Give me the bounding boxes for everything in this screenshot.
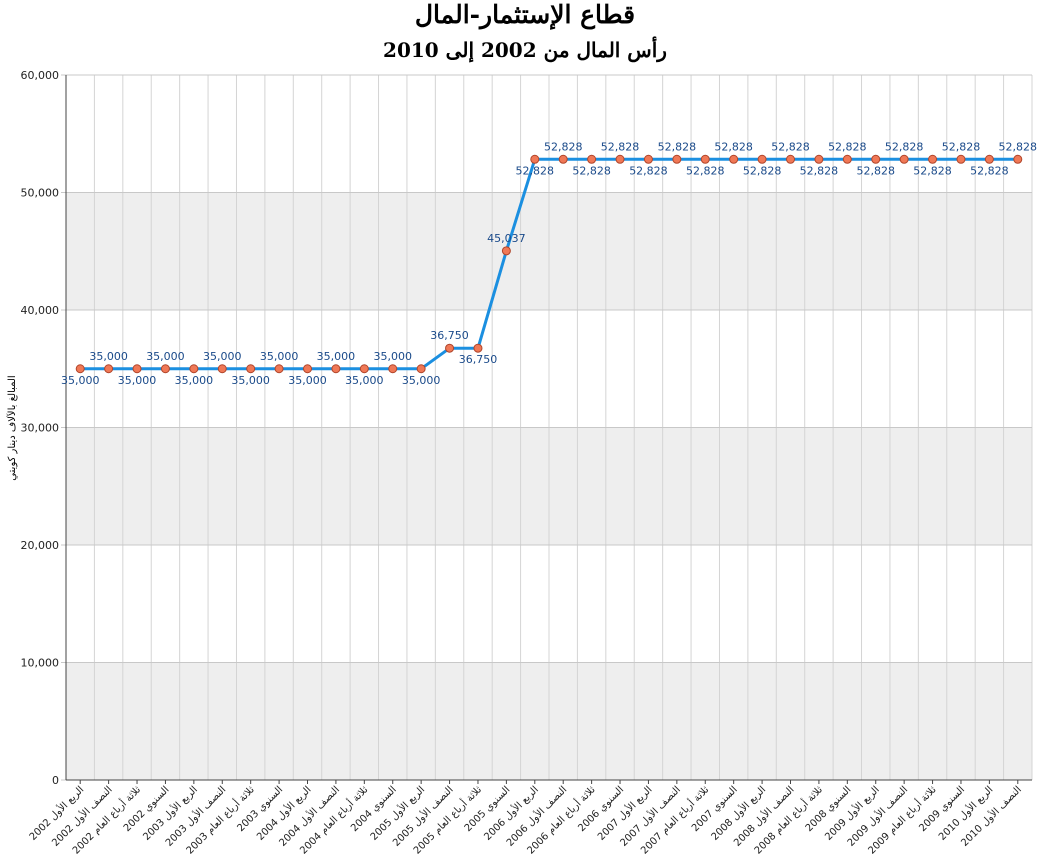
data-label: 52,828 — [913, 164, 952, 177]
data-point — [814, 154, 824, 164]
data-point — [786, 154, 795, 164]
data-point — [132, 364, 142, 374]
data-label: 36,750 — [459, 353, 498, 366]
axes — [65, 75, 1032, 784]
data-label: 52,828 — [828, 140, 867, 153]
data-point — [643, 154, 653, 164]
y-axis-label: المبالغ بالآلاف دينار كويتي — [6, 375, 18, 480]
data-label: 35,000 — [203, 350, 242, 363]
data-point — [75, 364, 85, 374]
data-label: 52,828 — [516, 164, 555, 177]
y-tick-label: 40,000 — [21, 304, 60, 317]
data-label: 35,000 — [373, 350, 412, 363]
data-label: 35,000 — [89, 350, 128, 363]
data-label: 52,828 — [658, 140, 697, 153]
y-tick-label: 10,000 — [21, 657, 60, 670]
data-label: 35,000 — [402, 374, 441, 387]
data-point — [842, 154, 852, 164]
data-label: 35,000 — [317, 350, 356, 363]
data-label: 52,828 — [601, 140, 640, 153]
data-point — [672, 154, 682, 164]
data-point — [501, 246, 511, 256]
data-label: 35,000 — [260, 350, 299, 363]
data-label: 52,828 — [629, 164, 668, 177]
data-point — [928, 154, 938, 164]
data-point — [530, 154, 540, 164]
data-point — [274, 364, 284, 374]
data-labels: 35,000 35,000 35,000 35,000 35,000 35,000 35,0… — [61, 140, 1037, 386]
data-point — [558, 154, 568, 164]
data-point — [160, 364, 170, 374]
data-point — [388, 364, 398, 374]
y-tick-label: 30,000 — [21, 422, 60, 435]
data-label: 52,828 — [686, 164, 725, 177]
data-label: 52,828 — [544, 140, 583, 153]
data-label: 52,828 — [714, 140, 753, 153]
data-label: 36,750 — [430, 329, 469, 342]
y-tick-label: 20,000 — [21, 539, 60, 552]
data-label: 52,828 — [885, 140, 924, 153]
data-label: 35,000 — [175, 374, 214, 387]
data-point — [217, 364, 227, 374]
data-label: 52,828 — [942, 140, 981, 153]
data-point — [104, 364, 114, 374]
data-label: 52,828 — [999, 140, 1038, 153]
data-label: 35,000 — [146, 350, 185, 363]
data-label: 35,000 — [345, 374, 384, 387]
y-tick-labels: 0 10,000 20,000 30,000 40,000 50,000 60,000 — [21, 69, 60, 787]
data-point — [700, 154, 710, 164]
data-point — [416, 364, 426, 374]
series-line-path — [80, 157, 1018, 371]
data-label: 52,828 — [970, 164, 1009, 177]
y-tick-label: 0 — [52, 774, 59, 787]
chart-title: قطاع الإستثمار-المال — [414, 0, 636, 29]
data-label: 35,000 — [118, 374, 157, 387]
data-point — [871, 154, 881, 164]
data-point — [331, 364, 341, 374]
data-point — [1013, 154, 1023, 164]
data-point — [359, 364, 369, 374]
data-point — [246, 364, 256, 374]
data-point — [189, 364, 199, 374]
data-point — [757, 154, 767, 164]
data-point — [587, 154, 597, 164]
data-label: 52,828 — [771, 140, 810, 153]
y-tick-label: 50,000 — [21, 187, 60, 200]
data-label: 35,000 — [61, 374, 100, 387]
series-line — [80, 157, 1018, 371]
data-point — [899, 154, 909, 164]
y-tick-label: 60,000 — [21, 69, 60, 82]
data-point — [303, 364, 312, 374]
data-label: 52,828 — [856, 164, 895, 177]
data-point — [729, 154, 739, 164]
data-point — [615, 154, 625, 164]
data-point — [445, 343, 455, 353]
data-label: 52,828 — [743, 164, 782, 177]
data-label: 52,828 — [800, 164, 839, 177]
data-label: 35,000 — [231, 374, 270, 387]
data-label: 35,000 — [288, 374, 327, 387]
data-point — [956, 154, 966, 164]
data-point — [984, 154, 994, 164]
data-markers — [75, 154, 1023, 374]
chart-subtitle: رأس المال من 2002 إلى 2010 — [383, 38, 667, 62]
data-label: 45,037 — [487, 232, 526, 245]
data-label: 52,828 — [572, 164, 611, 177]
data-point — [473, 343, 483, 353]
